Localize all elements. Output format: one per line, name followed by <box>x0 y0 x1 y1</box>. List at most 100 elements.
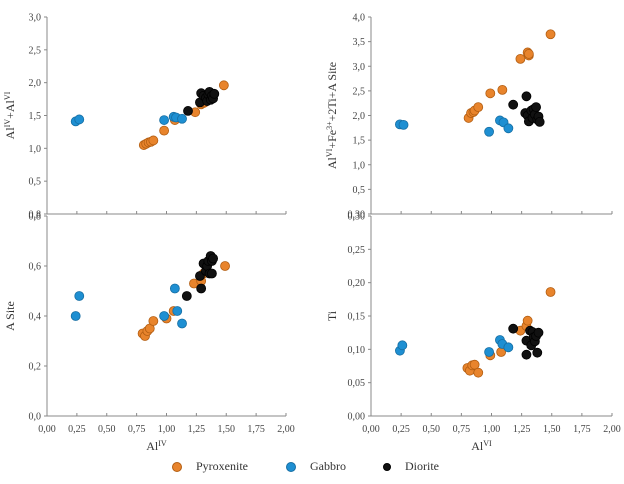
data-point-diorite <box>521 349 532 360</box>
data-point-diorite <box>534 117 545 127</box>
data-point-diorite <box>207 268 217 279</box>
panel-top-right: 0,30 0,5 1,0 1,5 2,0 2,5 3,0 3,5 4,0 AlVI+Fe3++2T… <box>325 13 613 221</box>
series-gabbro <box>395 335 514 357</box>
legend-label-diorite: Diorite <box>405 459 439 473</box>
data-point-gabbro <box>177 318 187 329</box>
data-point-gabbro <box>397 340 408 351</box>
data-point-diorite <box>508 323 519 334</box>
series-diorite <box>508 323 544 360</box>
y-tick-label: 0,20 <box>348 278 366 289</box>
x-tick-label: 2,00 <box>603 424 621 435</box>
data-point-diorite <box>183 106 193 116</box>
x-tick-label: 0,50 <box>423 424 441 435</box>
data-point-diorite <box>533 327 544 338</box>
data-point-gabbro <box>74 291 85 301</box>
y-axis-title: AlVI+Fe3++2Ti+A Site <box>325 62 340 169</box>
x-tick-label: 1,50 <box>543 424 561 435</box>
data-point-pyroxenite <box>485 88 496 99</box>
y-tick-label: 0,5 <box>29 177 42 188</box>
x-tick-label: 0,25 <box>392 424 410 435</box>
data-point-pyroxenite <box>148 135 159 146</box>
y-tick-label: 1,0 <box>29 144 42 155</box>
data-point-pyroxenite <box>473 367 484 378</box>
y-tick-label: 0,25 <box>348 245 366 256</box>
panel-top-left: 0,8 0,5 1,0 1,5 2,0 2,5 3,0 AlIV+AlVI <box>3 13 287 221</box>
y-tick-label: 1,5 <box>353 136 366 147</box>
data-point-pyroxenite <box>497 84 508 95</box>
data-point-gabbro <box>159 311 170 321</box>
x-tick-label: 0,75 <box>128 424 146 435</box>
series-gabbro <box>70 283 187 329</box>
data-point-pyroxenite <box>148 316 159 326</box>
x-tick-label: 1,75 <box>573 424 591 435</box>
data-point-gabbro <box>172 306 183 316</box>
data-point-pyroxenite <box>523 49 534 59</box>
y-tick-label: 0,05 <box>348 378 366 389</box>
legend-marker-gabbro <box>286 461 296 472</box>
y-tick-label: 0,6 <box>29 262 42 273</box>
x-tick-label: 1,25 <box>188 424 206 435</box>
data-point-pyroxenite <box>515 53 526 64</box>
data-point-diorite <box>521 91 532 102</box>
x-axis-title: AlIV <box>146 439 167 454</box>
series-diorite <box>181 251 219 301</box>
y-tick-label: 4,0 <box>353 13 366 24</box>
data-point-pyroxenite <box>159 125 170 136</box>
y-axis-title: A Site <box>3 301 17 331</box>
series-diorite <box>183 86 220 116</box>
y-tick-label: 0,4 <box>29 312 42 323</box>
series-gabbro <box>70 111 187 127</box>
x-tick-label: 1,25 <box>513 424 531 435</box>
data-point-diorite <box>181 291 192 301</box>
y-tick-label: 0,8 <box>29 212 42 223</box>
data-point-gabbro <box>177 113 187 124</box>
series-diorite <box>508 91 545 127</box>
data-point-pyroxenite <box>545 29 556 40</box>
x-tick-label: 0,75 <box>453 424 471 435</box>
y-tick-label: 0,30 <box>348 212 366 223</box>
x-tick-label: 0,50 <box>98 424 116 435</box>
y-tick-label: 1,0 <box>353 160 366 171</box>
legend-label-pyroxenite: Pyroxenite <box>196 459 248 473</box>
legend-item-diorite: Diorite <box>383 459 439 474</box>
y-tick-label: 2,0 <box>29 78 42 89</box>
data-point-diorite <box>209 88 220 99</box>
x-tick-label: 1,75 <box>247 424 265 435</box>
x-tick-label: 2,00 <box>277 424 295 435</box>
y-tick-label: 0,5 <box>353 185 366 196</box>
y-tick-label: 3,0 <box>353 62 366 73</box>
data-point-gabbro <box>484 126 494 137</box>
data-point-gabbro <box>503 123 514 134</box>
panel-bottom-left: 0,0 0,2 0,4 0,6 0,8 0,00 0,25 0,50 0,75 1,00 1,25 1… <box>3 212 295 454</box>
data-point-pyroxenite <box>522 315 533 326</box>
y-tick-label: 2,5 <box>29 45 42 56</box>
y-tick-label: 0,8 <box>29 210 42 221</box>
x-axis-title: AlVI <box>471 439 492 454</box>
y-tick-label: 2,5 <box>353 86 366 97</box>
data-point-diorite <box>531 102 541 113</box>
legend-marker-pyroxenite <box>172 461 182 472</box>
x-tick-label: 0,00 <box>362 424 380 435</box>
y-tick-label: 0,10 <box>348 345 366 356</box>
data-point-gabbro <box>70 311 81 321</box>
data-point-gabbro <box>169 283 180 294</box>
legend-item-pyroxenite: Pyroxenite <box>172 459 248 474</box>
x-tick-label: 1,50 <box>218 424 236 435</box>
series-pyroxenite <box>462 287 556 378</box>
data-point-gabbro <box>74 114 85 125</box>
y-tick-label: 3,0 <box>29 13 42 24</box>
x-tick-label: 1,00 <box>483 424 501 435</box>
y-tick-label: 0,0 <box>29 412 42 423</box>
y-tick-label: 1,5 <box>29 111 42 122</box>
data-point-pyroxenite <box>473 102 484 113</box>
y-tick-label: 0,00 <box>348 412 366 423</box>
data-point-diorite <box>196 283 207 294</box>
data-point-pyroxenite <box>469 359 480 370</box>
data-point-diorite <box>532 347 543 358</box>
data-point-gabbro <box>503 342 514 353</box>
series-gabbro <box>395 115 514 137</box>
data-point-gabbro <box>159 115 170 125</box>
y-axis-title: AlIV+AlVI <box>3 91 18 139</box>
x-tick-label: 1,00 <box>158 424 176 435</box>
x-tick-label: 0,25 <box>68 424 86 435</box>
